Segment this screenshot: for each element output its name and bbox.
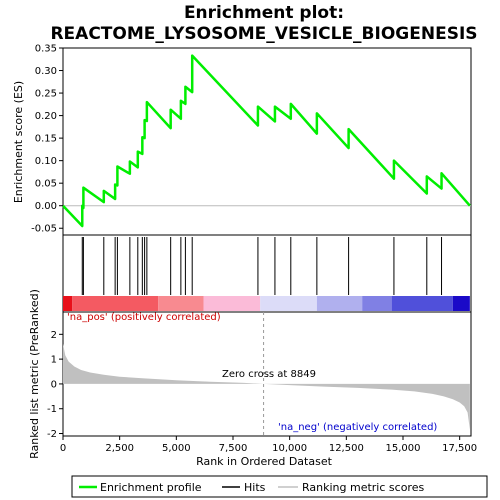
enrichment-profile-line xyxy=(62,54,471,228)
chart-subtitle: REACTOME_LYSOSOME_VESICLE_BIOGENESIS xyxy=(50,24,477,44)
enrichment-profile-polyline xyxy=(62,54,471,228)
zero-cross-label: Zero cross at 8849 xyxy=(222,369,316,380)
legend-hits-label: Hits xyxy=(244,481,266,494)
es-y-tick-label-7: 0.30 xyxy=(35,66,57,77)
es-y-tick-label-2: 0.05 xyxy=(35,179,57,190)
neg-correlated-label: 'na_neg' (negatively correlated) xyxy=(278,422,437,433)
legend-metric-label: Ranking metric scores xyxy=(302,481,424,494)
x-tick-label-1: 2,500 xyxy=(105,443,134,454)
heat-segment-4 xyxy=(260,296,317,311)
heat-segment-3 xyxy=(203,296,261,311)
es-y-axis-label: Enrichment score (ES) xyxy=(12,81,25,203)
x-tick-label-3: 7,500 xyxy=(219,443,248,454)
ranking-heat-bar xyxy=(63,296,470,311)
x-axis-label: Rank in Ordered Dataset xyxy=(196,455,333,468)
heat-segment-1 xyxy=(72,296,159,311)
ranked-metric-area xyxy=(63,343,470,430)
x-tick-label-5: 12,500 xyxy=(329,443,364,454)
heat-segment-2 xyxy=(158,296,204,311)
es-y-tick-label-0: -0.05 xyxy=(31,224,57,235)
pos-correlated-label: 'na_pos' (positively correlated) xyxy=(67,312,221,323)
x-tick-label-7: 17,500 xyxy=(442,443,477,454)
axes-ticks: 0 2,500 5,000 7,500 10,000 12,500 15,000 17,500… xyxy=(31,44,477,455)
heat-segment-5 xyxy=(316,296,363,311)
chart-title: Enrichment plot: xyxy=(184,3,344,23)
heat-segment-0 xyxy=(63,296,73,311)
metric-y-axis-label: Ranked list metric (PreRanked) xyxy=(28,289,41,459)
heat-segment-8 xyxy=(452,296,470,311)
x-tick-label-4: 10,000 xyxy=(272,443,307,454)
es-y-tick-label-6: 0.25 xyxy=(35,89,57,100)
es-y-tick-label-1: 0.00 xyxy=(35,201,57,212)
x-tick-label-2: 5,000 xyxy=(162,443,191,454)
x-tick-label-0: 0 xyxy=(60,443,66,454)
heat-segment-6 xyxy=(362,296,392,311)
x-tick-label-6: 15,000 xyxy=(386,443,421,454)
es-panel-frame xyxy=(62,47,472,236)
ranked-metric-fill xyxy=(63,343,470,430)
heat-segment-7 xyxy=(391,296,453,311)
legend-enrichment-label: Enrichment profile xyxy=(100,481,202,494)
metric-y-tick-label-3: 1 xyxy=(51,355,57,366)
metric-y-tick-label-0: -2 xyxy=(47,429,57,440)
metric-y-tick-label-4: 2 xyxy=(51,330,57,341)
es-y-tick-label-8: 0.35 xyxy=(35,44,57,55)
metric-y-tick-label-1: -1 xyxy=(47,404,57,415)
es-y-tick-label-5: 0.20 xyxy=(35,111,57,122)
metric-y-tick-label-2: 0 xyxy=(51,379,57,390)
es-y-tick-label-3: 0.10 xyxy=(35,156,57,167)
es-y-tick-label-4: 0.15 xyxy=(35,134,57,145)
hit-lines xyxy=(81,237,443,295)
